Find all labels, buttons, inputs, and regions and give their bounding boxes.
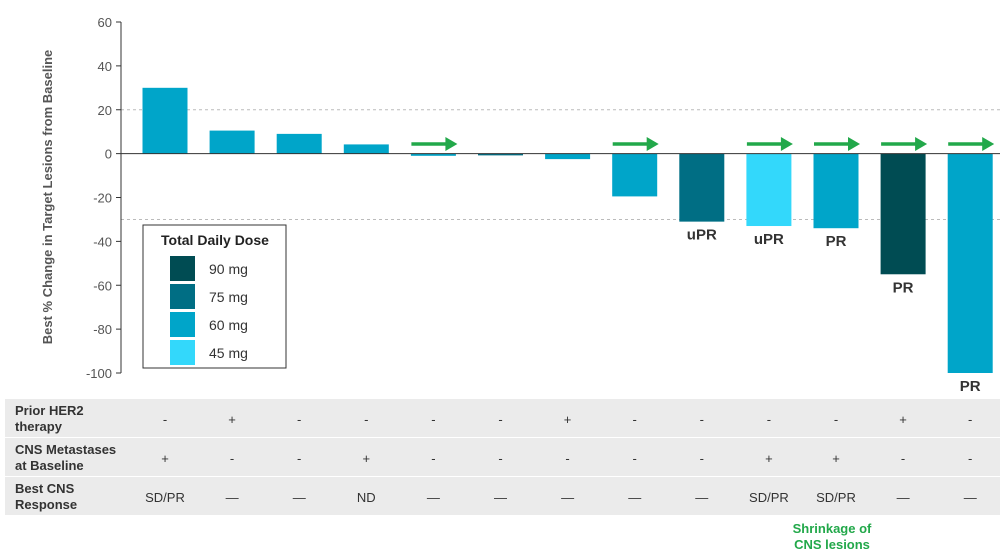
bar-3 xyxy=(276,133,322,154)
footnote-line: CNS lesions xyxy=(794,537,870,552)
bar-8 xyxy=(612,153,658,197)
legend-item-label: 90 mg xyxy=(209,261,248,277)
legend-swatch xyxy=(170,340,195,365)
bar-9 xyxy=(679,153,725,222)
bar-11 xyxy=(813,153,859,229)
bar-10 xyxy=(746,153,792,227)
ongoing-arrow-icon xyxy=(848,137,860,151)
y-tick-label: 40 xyxy=(98,59,112,74)
table-cell: + xyxy=(228,412,236,427)
legend-title: Total Daily Dose xyxy=(161,232,269,248)
table-cell: — xyxy=(293,490,306,505)
bar-13 xyxy=(947,153,993,373)
ongoing-arrow-icon xyxy=(915,137,928,151)
table-cell: + xyxy=(899,412,907,427)
table-row-label: Response xyxy=(15,497,77,512)
y-tick-label: -60 xyxy=(93,278,112,293)
response-label: PR xyxy=(960,378,981,395)
table-cell: — xyxy=(494,490,507,505)
bar-6 xyxy=(478,153,523,156)
y-axis-label: Best % Change in Target Lesions from Bas… xyxy=(40,50,55,345)
bar-7 xyxy=(545,153,591,160)
table-cell: + xyxy=(765,451,773,466)
table-cell: — xyxy=(561,490,574,505)
bar-2 xyxy=(209,130,255,154)
table-cell: - xyxy=(700,412,704,427)
table-row-label: CNS Metastases xyxy=(15,442,116,457)
table-cell: + xyxy=(564,412,572,427)
table-cell: - xyxy=(700,451,704,466)
ongoing-arrow-icon xyxy=(982,137,995,151)
table-cell: — xyxy=(226,490,239,505)
table-cell: - xyxy=(163,412,167,427)
table-row-label: Prior HER2 xyxy=(15,403,84,418)
table-cell: — xyxy=(427,490,440,505)
legend-item-label: 60 mg xyxy=(209,317,248,333)
ongoing-arrow-icon xyxy=(780,137,793,151)
table-cell: ND xyxy=(357,490,376,505)
legend-swatch xyxy=(170,284,195,309)
table-cell: - xyxy=(431,451,435,466)
table-cell: SD/PR xyxy=(816,490,856,505)
y-tick-label: 20 xyxy=(98,103,112,118)
y-tick-label: 60 xyxy=(98,15,112,30)
legend-item-label: 75 mg xyxy=(209,289,248,305)
table-cell: - xyxy=(230,451,234,466)
table-row-label: at Baseline xyxy=(15,458,84,473)
table-cell: - xyxy=(498,412,502,427)
table-cell: — xyxy=(695,490,708,505)
legend-item-label: 45 mg xyxy=(209,345,248,361)
bar-1 xyxy=(142,87,188,154)
table-cell: - xyxy=(767,412,771,427)
table-cell: - xyxy=(901,451,905,466)
footnote-line: Shrinkage of xyxy=(793,521,872,536)
table-cell: - xyxy=(633,412,637,427)
table-row-band xyxy=(5,477,1000,515)
table-cell: - xyxy=(633,451,637,466)
response-label: uPR xyxy=(754,231,784,248)
table-cell: SD/PR xyxy=(145,490,185,505)
table-cell: - xyxy=(834,412,838,427)
ongoing-arrow-icon xyxy=(445,137,458,151)
table-cell: - xyxy=(565,451,569,466)
table-cell: - xyxy=(968,451,972,466)
y-tick-label: -100 xyxy=(86,366,112,381)
bar-5 xyxy=(410,153,456,156)
bar-4 xyxy=(343,144,389,154)
y-tick-label: -20 xyxy=(93,191,112,206)
table-cell: — xyxy=(628,490,641,505)
response-label: PR xyxy=(826,233,847,250)
table-row-band xyxy=(5,438,1000,476)
y-tick-label: 0 xyxy=(105,147,112,162)
table-cell: - xyxy=(297,412,301,427)
table-cell: + xyxy=(363,451,371,466)
table-cell: - xyxy=(297,451,301,466)
table-row-band xyxy=(5,399,1000,437)
legend-box xyxy=(142,224,287,369)
table-cell: - xyxy=(364,412,368,427)
y-tick-label: -80 xyxy=(93,322,112,337)
ongoing-arrow-icon xyxy=(646,137,659,151)
table-cell: — xyxy=(964,490,977,505)
y-tick-label: -40 xyxy=(93,234,112,249)
table-row-label: therapy xyxy=(15,419,63,434)
legend-swatch xyxy=(170,256,195,281)
legend-swatch xyxy=(170,312,195,337)
table-cell: + xyxy=(161,451,169,466)
table-cell: - xyxy=(968,412,972,427)
table-cell: - xyxy=(431,412,435,427)
table-cell: + xyxy=(832,451,840,466)
table-cell: - xyxy=(498,451,502,466)
table-cell: SD/PR xyxy=(749,490,789,505)
response-label: uPR xyxy=(687,227,717,244)
response-label: PR xyxy=(893,279,914,296)
table-cell: — xyxy=(897,490,910,505)
bar-12 xyxy=(880,153,926,275)
table-row-label: Best CNS xyxy=(15,481,75,496)
